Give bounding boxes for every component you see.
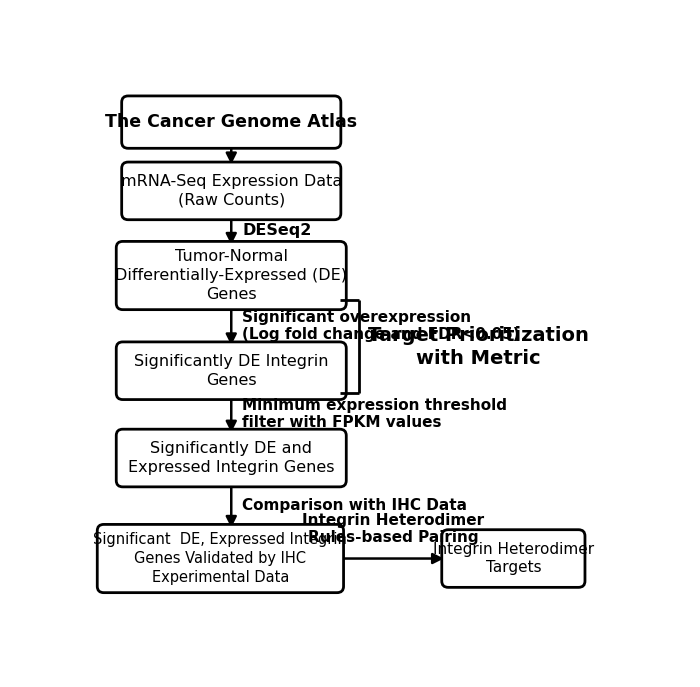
- Text: The Cancer Genome Atlas: The Cancer Genome Atlas: [105, 113, 357, 131]
- FancyBboxPatch shape: [442, 530, 585, 587]
- Text: Integrin Heterodimer
Targets: Integrin Heterodimer Targets: [433, 542, 594, 575]
- Text: Significant  DE, Expressed Integrin
Genes Validated by IHC
Experimental Data: Significant DE, Expressed Integrin Genes…: [94, 532, 347, 585]
- FancyBboxPatch shape: [116, 429, 346, 487]
- FancyBboxPatch shape: [116, 342, 346, 400]
- Text: Integrin Heterodimer
Rules-based Pairing: Integrin Heterodimer Rules-based Pairing: [302, 513, 484, 545]
- FancyBboxPatch shape: [122, 162, 341, 220]
- Text: Tumor-Normal
Differentially-Expressed (DE)
Genes: Tumor-Normal Differentially-Expressed (D…: [116, 249, 347, 302]
- Text: Significantly DE Integrin
Genes: Significantly DE Integrin Genes: [134, 354, 328, 387]
- Text: mRNA-Seq Expression Data
(Raw Counts): mRNA-Seq Expression Data (Raw Counts): [120, 174, 342, 207]
- FancyBboxPatch shape: [97, 524, 344, 593]
- Text: Significant overexpression
(Log fold change and FDR<0.05): Significant overexpression (Log fold cha…: [242, 310, 519, 342]
- Text: Minimum expression threshold
filter with FPKM values: Minimum expression threshold filter with…: [242, 398, 507, 430]
- FancyBboxPatch shape: [116, 241, 346, 310]
- Text: Comparison with IHC Data: Comparison with IHC Data: [242, 498, 467, 513]
- FancyBboxPatch shape: [122, 96, 341, 148]
- Text: DESeq2: DESeq2: [242, 223, 312, 238]
- Text: Significantly DE and
Expressed Integrin Genes: Significantly DE and Expressed Integrin …: [128, 441, 335, 475]
- Text: Target Prioritization
with Metric: Target Prioritization with Metric: [368, 326, 589, 368]
